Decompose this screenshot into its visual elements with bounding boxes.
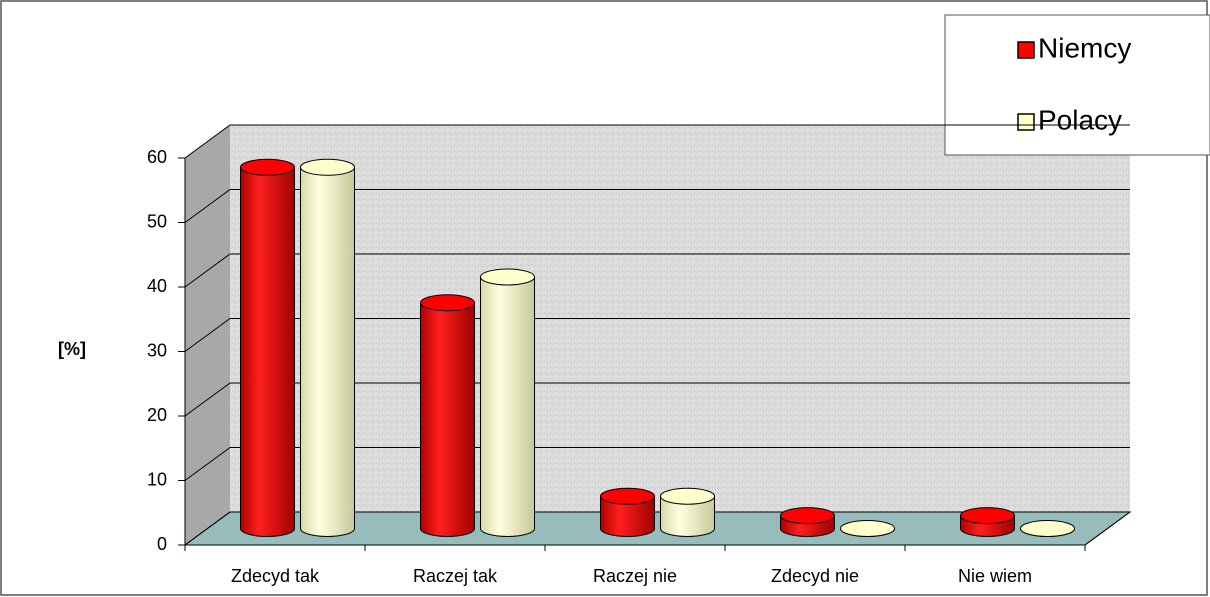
bar-top bbox=[420, 294, 475, 312]
bar-top bbox=[840, 520, 895, 537]
bar bbox=[420, 294, 475, 537]
bar-body bbox=[240, 166, 295, 537]
grid-line-side bbox=[184, 447, 231, 481]
bar-body bbox=[300, 166, 355, 537]
bar bbox=[780, 507, 835, 537]
bar-body bbox=[660, 495, 715, 537]
bar bbox=[960, 507, 1015, 537]
legend-box bbox=[944, 14, 1210, 156]
x-tick-label: Zdecyd tak bbox=[231, 566, 320, 586]
legend-swatch bbox=[1017, 41, 1035, 59]
grid-line-side bbox=[184, 318, 231, 352]
grid-line-side bbox=[184, 253, 231, 288]
bar bbox=[240, 158, 295, 537]
bar bbox=[1019, 520, 1076, 537]
grid-line-side bbox=[184, 511, 231, 546]
bar-top bbox=[660, 487, 715, 505]
legend: Niemcy Polacy bbox=[944, 14, 1210, 156]
y-tick-label: 30 bbox=[147, 340, 167, 360]
bar-body bbox=[480, 276, 535, 537]
bar-top bbox=[300, 158, 355, 176]
bar-top bbox=[240, 158, 295, 176]
x-tick-label: Zdecyd nie bbox=[771, 566, 859, 586]
legend-swatch bbox=[1017, 113, 1035, 131]
bar bbox=[839, 520, 896, 537]
bar-top bbox=[1020, 520, 1075, 537]
bar bbox=[660, 487, 715, 537]
bar bbox=[480, 268, 535, 537]
x-tick-label: Nie wiem bbox=[958, 566, 1032, 586]
bar-top bbox=[960, 507, 1015, 525]
bar-top bbox=[780, 507, 835, 525]
bar bbox=[600, 487, 655, 537]
bar-body bbox=[420, 302, 475, 537]
y-tick-label: 60 bbox=[147, 147, 167, 167]
y-tick-label: 50 bbox=[147, 211, 167, 231]
legend-label: Polacy bbox=[1038, 104, 1122, 135]
y-tick-label: 10 bbox=[147, 469, 167, 489]
x-tick-label: Raczej nie bbox=[593, 566, 677, 586]
y-tick-label: 40 bbox=[147, 276, 167, 296]
grid-line-side bbox=[184, 124, 231, 159]
y-tick-label: 20 bbox=[147, 405, 167, 425]
bar bbox=[300, 158, 355, 537]
bar-top bbox=[600, 487, 655, 505]
grid-line-side bbox=[184, 189, 231, 223]
y-tick-label: 0 bbox=[157, 534, 167, 554]
y-axis-label: [%] bbox=[58, 339, 86, 359]
bar-top bbox=[480, 268, 535, 286]
legend-label: Niemcy bbox=[1038, 32, 1131, 63]
floor-edge bbox=[1084, 511, 1131, 546]
grid-line-side bbox=[184, 382, 231, 417]
bar-body bbox=[600, 495, 655, 537]
x-tick-label: Raczej tak bbox=[413, 566, 498, 586]
